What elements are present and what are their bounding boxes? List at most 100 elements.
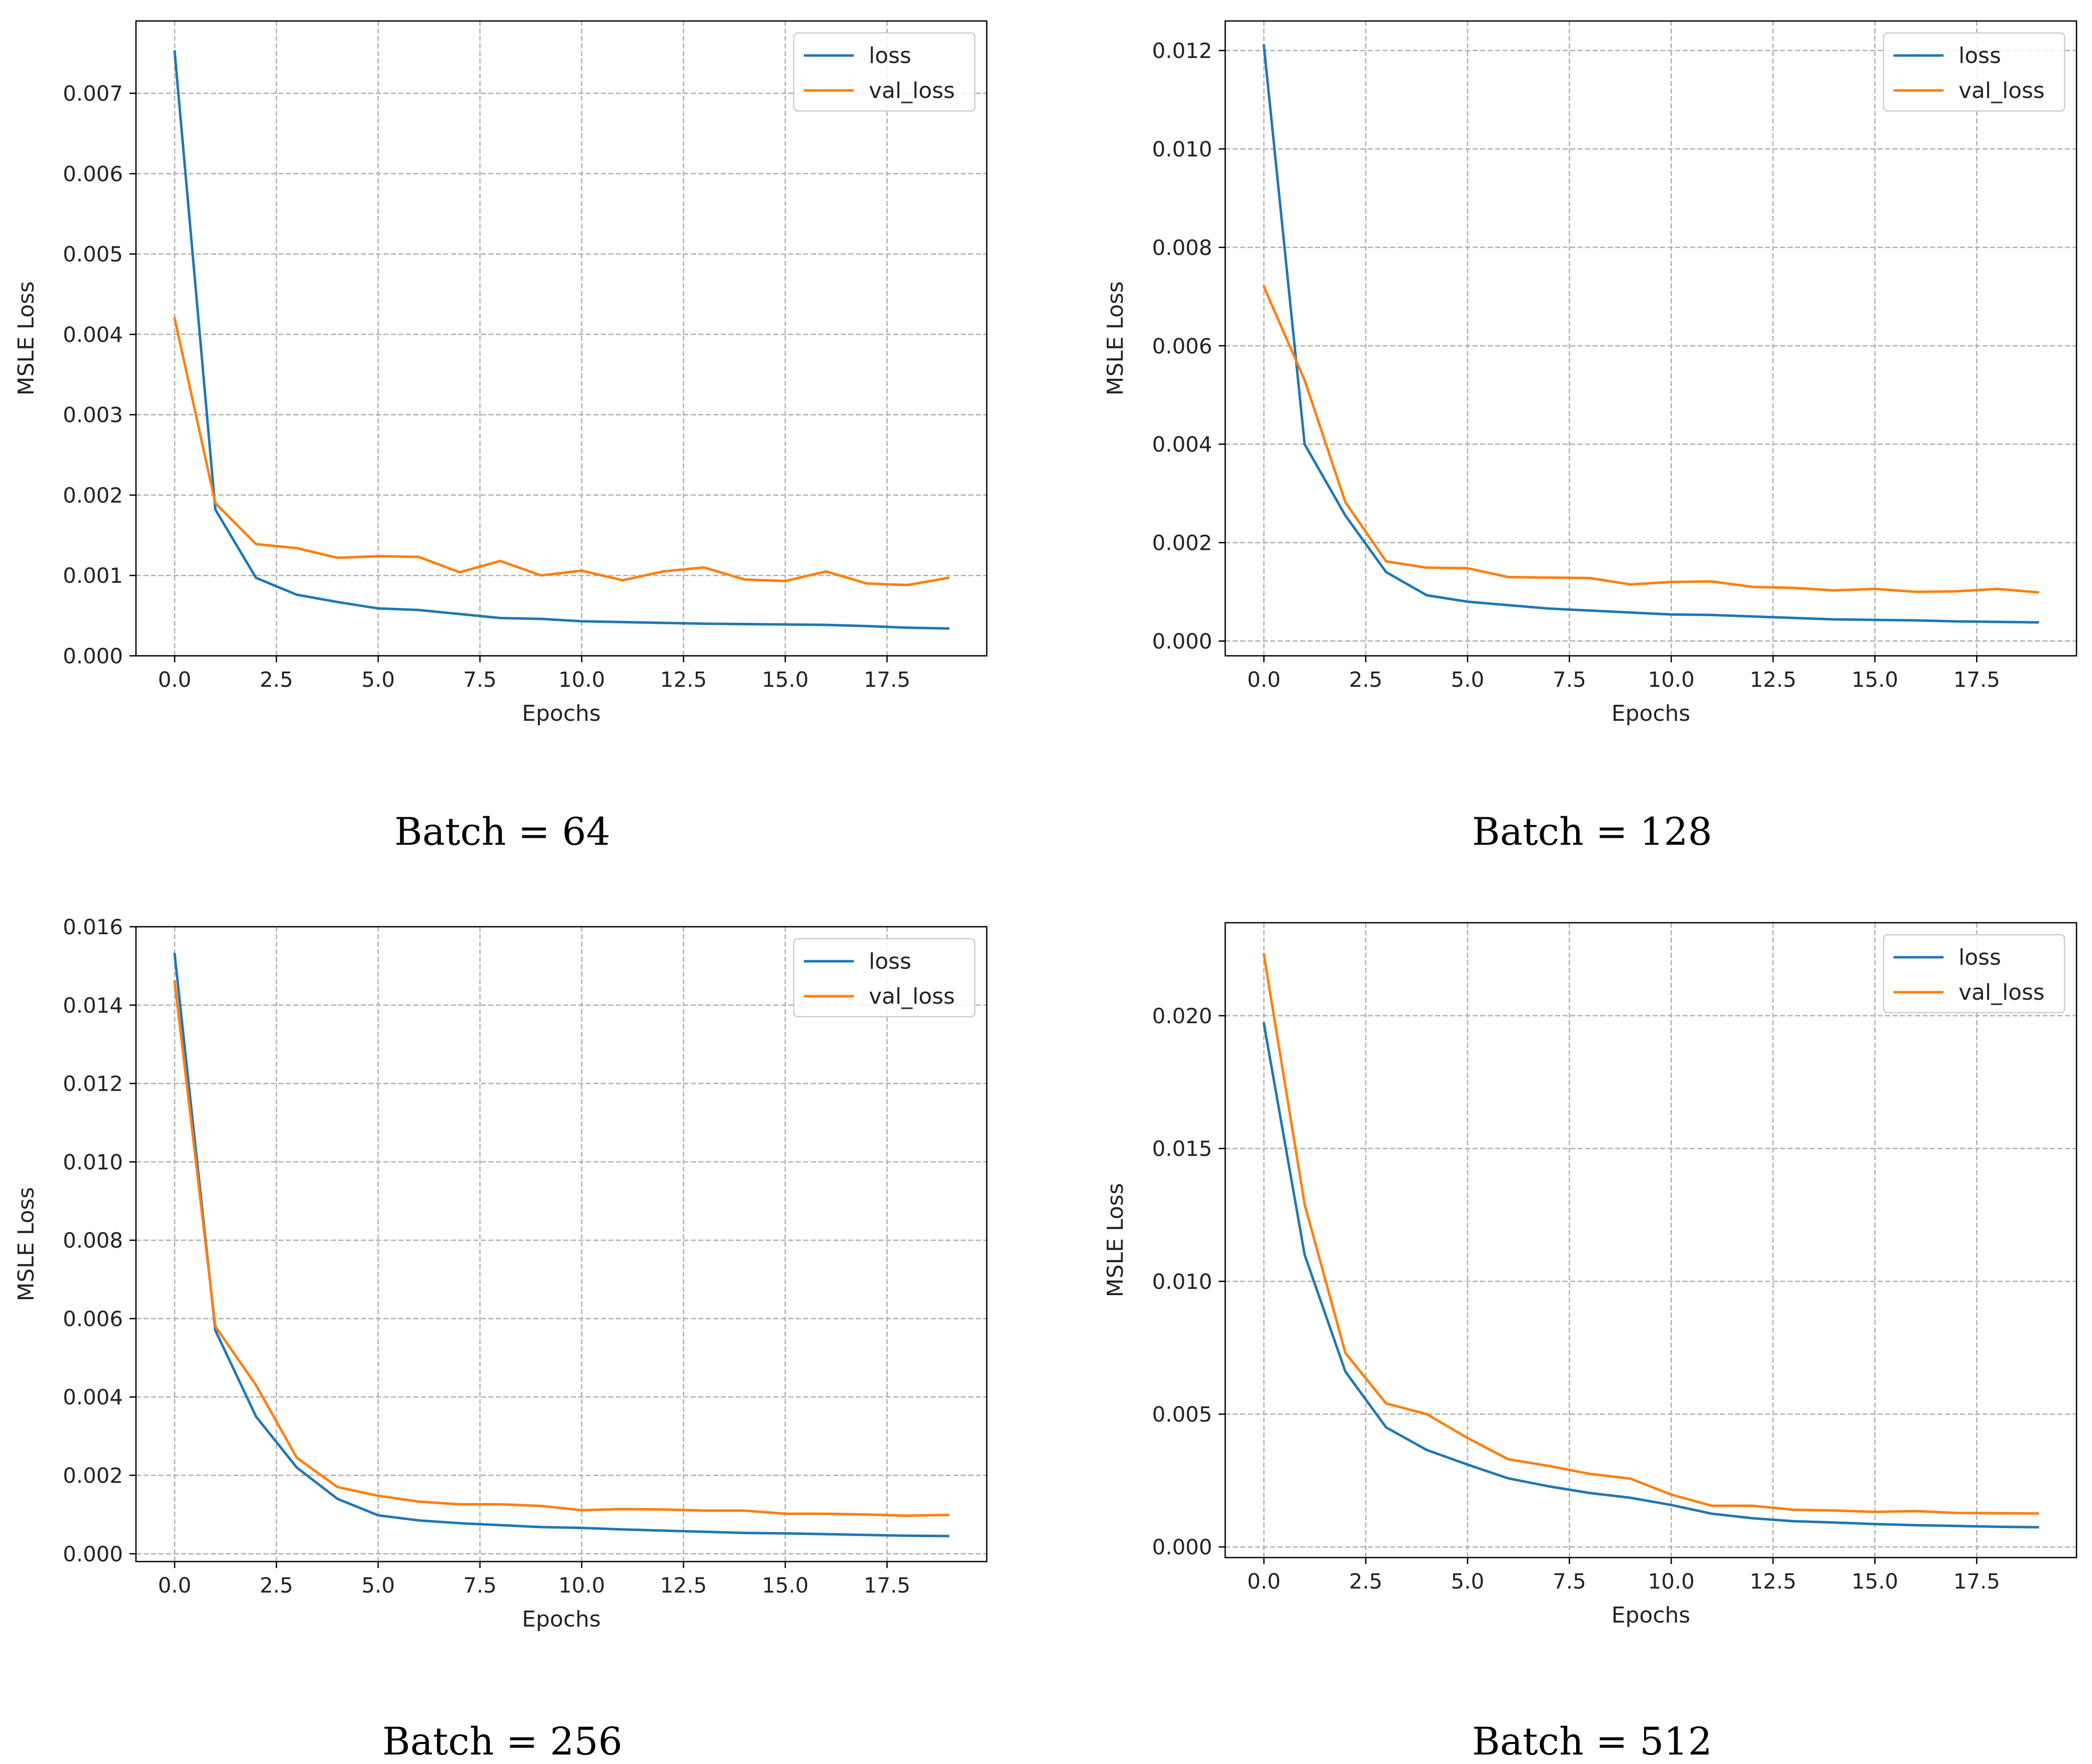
x-tick-label: 17.5 <box>1954 667 2001 692</box>
y-axis-label: MSLE Loss <box>1103 281 1128 396</box>
x-tick-label: 12.5 <box>660 667 707 692</box>
x-axis-label: Epochs <box>522 701 601 726</box>
y-tick-label: 0.003 <box>63 403 123 427</box>
y-tick-label: 0.007 <box>63 81 123 106</box>
y-tick-label: 0.002 <box>63 483 123 507</box>
x-tick-label: 7.5 <box>463 1573 497 1598</box>
legend: loss val_loss <box>1883 32 2066 112</box>
y-tick-label: 0.008 <box>1152 235 1212 260</box>
series-line-loss <box>1262 1022 2040 1529</box>
y-tick-label: 0.010 <box>63 1150 123 1174</box>
panel-caption: Batch = 256 <box>382 1719 622 1764</box>
series-line-val_loss <box>173 316 950 586</box>
x-tick-label: 12.5 <box>660 1573 707 1598</box>
chart-panel-4: 0.0 2.5 5.0 7.5 10.0 12.5 15.0 17.5 0.000 0.005 0.… <box>1103 922 2078 1764</box>
x-tick-label: 7.5 <box>463 667 497 692</box>
y-tick-label: 0.006 <box>1152 334 1212 358</box>
series-line-val_loss <box>173 980 950 1517</box>
x-tick-label: 7.5 <box>1553 667 1586 692</box>
y-tick-label: 0.000 <box>1152 629 1212 653</box>
x-axis-label: Epochs <box>1612 1603 1691 1628</box>
y-tick-label: 0.012 <box>1152 38 1212 63</box>
x-tick-label: 15.0 <box>1852 1569 1899 1594</box>
y-tick-label: 0.004 <box>63 1385 123 1410</box>
x-tick-label: 2.5 <box>260 667 293 692</box>
x-tick-label: 0.0 <box>158 667 191 692</box>
legend: loss val_loss <box>793 32 976 112</box>
y-tick-label: 0.014 <box>63 993 123 1018</box>
x-tick-label: 12.5 <box>1750 1569 1797 1594</box>
x-tick-label: 5.0 <box>1451 667 1484 692</box>
y-tick-label: 0.004 <box>1152 432 1212 457</box>
y-axis-label: MSLE Loss <box>13 281 39 396</box>
y-tick-label: 0.020 <box>1152 1004 1212 1028</box>
y-tick-label: 0.016 <box>63 915 123 939</box>
x-tick-label: 17.5 <box>1954 1569 2001 1594</box>
series-line-val_loss <box>1262 953 2040 1515</box>
y-tick-label: 0.012 <box>63 1072 123 1096</box>
x-tick-label: 17.5 <box>864 1573 911 1598</box>
chart-panel-1: 0.0 2.5 5.0 7.5 10.0 12.5 15.0 17.5 0.000 0.001 0.… <box>13 20 988 854</box>
y-tick-label: 0.006 <box>63 161 123 186</box>
y-tick-label: 0.004 <box>63 322 123 347</box>
chart-panel-3: 0.0 2.5 5.0 7.5 10.0 12.5 15.0 17.5 0.000 0.002 0.… <box>13 915 988 1764</box>
x-tick-label: 17.5 <box>864 667 911 692</box>
series-line-loss <box>1262 44 2040 624</box>
legend: loss val_loss <box>793 938 976 1018</box>
legend-label-val_loss: val_loss <box>869 984 955 1009</box>
y-axis-label: MSLE Loss <box>1103 1183 1128 1298</box>
y-tick-label: 0.002 <box>63 1464 123 1488</box>
x-tick-label: 5.0 <box>361 667 395 692</box>
y-tick-label: 0.015 <box>1152 1137 1212 1161</box>
y-tick-label: 0.010 <box>1152 1269 1212 1294</box>
x-tick-label: 7.5 <box>1553 1569 1586 1594</box>
panel-caption: Batch = 512 <box>1472 1719 1712 1764</box>
legend-label-loss: loss <box>1959 945 2001 970</box>
x-axis-label: Epochs <box>1612 701 1691 726</box>
legend: loss val_loss <box>1883 934 2066 1014</box>
series-line-loss <box>173 50 950 630</box>
plot-frame <box>1224 922 2078 1559</box>
y-tick-label: 0.005 <box>1152 1402 1212 1427</box>
y-tick-label: 0.000 <box>63 644 123 668</box>
y-tick-label: 0.002 <box>1152 531 1212 555</box>
y-axis-label: MSLE Loss <box>13 1187 39 1302</box>
x-tick-label: 0.0 <box>158 1573 191 1598</box>
legend-label-loss: loss <box>1959 43 2001 68</box>
x-tick-label: 10.0 <box>1648 667 1695 692</box>
x-tick-label: 2.5 <box>1349 667 1383 692</box>
panel-caption: Batch = 128 <box>1472 809 1712 854</box>
x-tick-label: 0.0 <box>1247 667 1281 692</box>
chart-panel-2: 0.0 2.5 5.0 7.5 10.0 12.5 15.0 17.5 0.000 0.002 0.… <box>1103 20 2078 854</box>
y-tick-label: 0.001 <box>63 563 123 588</box>
legend-label-val_loss: val_loss <box>1959 78 2045 103</box>
y-tick-label: 0.005 <box>63 242 123 266</box>
x-tick-label: 10.0 <box>1648 1569 1695 1594</box>
legend-label-loss: loss <box>869 43 911 68</box>
plot-frame <box>1224 20 2078 657</box>
x-tick-label: 5.0 <box>361 1573 395 1598</box>
x-tick-label: 12.5 <box>1750 667 1797 692</box>
y-tick-label: 0.008 <box>63 1228 123 1253</box>
legend-label-loss: loss <box>869 949 911 974</box>
legend-label-val_loss: val_loss <box>869 78 955 103</box>
series-line-val_loss <box>1262 285 2040 594</box>
x-tick-label: 10.0 <box>558 667 605 692</box>
x-tick-label: 2.5 <box>1349 1569 1383 1594</box>
plot-frame <box>135 20 988 657</box>
x-tick-label: 0.0 <box>1247 1569 1281 1594</box>
x-tick-label: 15.0 <box>762 667 809 692</box>
y-tick-label: 0.000 <box>63 1542 123 1566</box>
x-tick-label: 2.5 <box>260 1573 293 1598</box>
x-tick-label: 10.0 <box>558 1573 605 1598</box>
x-tick-label: 5.0 <box>1451 1569 1484 1594</box>
legend-label-val_loss: val_loss <box>1959 980 2045 1005</box>
x-tick-label: 15.0 <box>1852 667 1899 692</box>
series-line-loss <box>173 953 950 1538</box>
y-tick-label: 0.006 <box>63 1307 123 1331</box>
x-axis-label: Epochs <box>522 1607 601 1632</box>
x-tick-label: 15.0 <box>762 1573 809 1598</box>
plot-frame <box>135 926 988 1563</box>
y-tick-label: 0.010 <box>1152 137 1212 161</box>
